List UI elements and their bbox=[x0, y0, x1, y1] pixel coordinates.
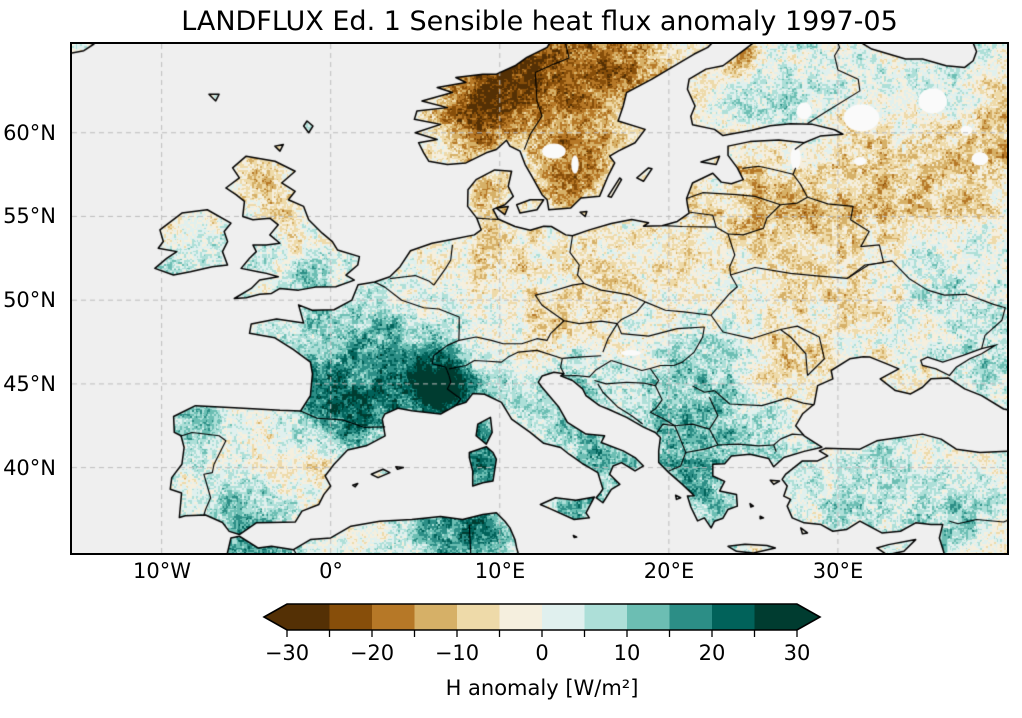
colorbar-under-arrow bbox=[264, 604, 287, 630]
colorbar-tick-label: 30 bbox=[784, 641, 811, 665]
colorbar-segment bbox=[627, 604, 670, 630]
y-tick-label-45n: 45°N bbox=[3, 372, 56, 396]
x-tick-label-20e: 20°E bbox=[643, 559, 695, 583]
colorbar: −30 −20 −10 0 10 20 30 H anomaly [W/m²] bbox=[262, 603, 822, 700]
x-tick-label-30e: 30°E bbox=[812, 559, 864, 583]
colorbar-tick-label: −30 bbox=[265, 641, 309, 665]
colorbar-tick-label: −20 bbox=[350, 641, 394, 665]
colorbar-segment bbox=[372, 604, 415, 630]
y-tick-label-40n: 40°N bbox=[3, 456, 56, 480]
colorbar-segment bbox=[669, 604, 713, 630]
x-tick-label-0: 0° bbox=[319, 559, 343, 583]
colorbar-segment bbox=[457, 604, 500, 630]
colorbar-tick-label: −10 bbox=[435, 641, 479, 665]
plot-title: LANDFLUX Ed. 1 Sensible heat flux anomal… bbox=[181, 6, 898, 37]
colorbar-axis-label: H anomaly [W/m²] bbox=[446, 676, 639, 700]
colorbar-segment bbox=[329, 604, 373, 630]
map-axes bbox=[70, 42, 1009, 555]
colorbar-tick-label: 10 bbox=[614, 641, 641, 665]
colorbar-tick-label: 0 bbox=[535, 641, 548, 665]
x-tick-label-10w: 10°W bbox=[133, 559, 191, 583]
map-canvas bbox=[72, 44, 1007, 553]
y-tick-label-55n: 55°N bbox=[3, 204, 56, 228]
colorbar-segment bbox=[584, 604, 628, 630]
colorbar-tick-label: 20 bbox=[699, 641, 726, 665]
colorbar-over-arrow bbox=[797, 604, 820, 630]
colorbar-segment bbox=[287, 604, 330, 630]
colorbar-segment bbox=[542, 604, 585, 630]
y-tick-label-60n: 60°N bbox=[3, 121, 56, 145]
colorbar-segment bbox=[499, 604, 543, 630]
y-tick-label-50n: 50°N bbox=[3, 288, 56, 312]
colorbar-segment bbox=[712, 604, 755, 630]
colorbar-segment bbox=[414, 604, 458, 630]
colorbar-segment bbox=[754, 604, 798, 630]
x-tick-label-10e: 10°E bbox=[474, 559, 526, 583]
